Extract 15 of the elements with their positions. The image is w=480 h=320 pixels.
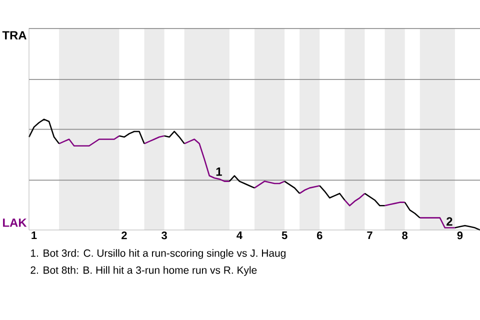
text: TRA [2,31,26,40]
x-tick-label: 7 [367,232,372,240]
annotation: 1 [216,168,222,176]
x-tick-label: 2 [122,232,127,240]
text: 1. Bot 3rd: C. Ursillo hit a run-scoring single vs J. Haug [30,249,286,259]
x-tick-label: 4 [236,232,242,240]
text: 2. Bot 8th: B. Hill hit a 3-run home run vs R. Kyle [30,266,257,276]
x-tick-label: 1 [32,232,37,240]
x-tick-label: 8 [402,232,408,240]
text: LAK [3,218,27,227]
x-tick-label: 9 [457,232,463,240]
x-tick-label: 3 [162,232,167,240]
x-tick-label: 5 [282,232,288,240]
x-tick-label: 6 [317,232,322,240]
annotation: 2 [446,217,452,226]
